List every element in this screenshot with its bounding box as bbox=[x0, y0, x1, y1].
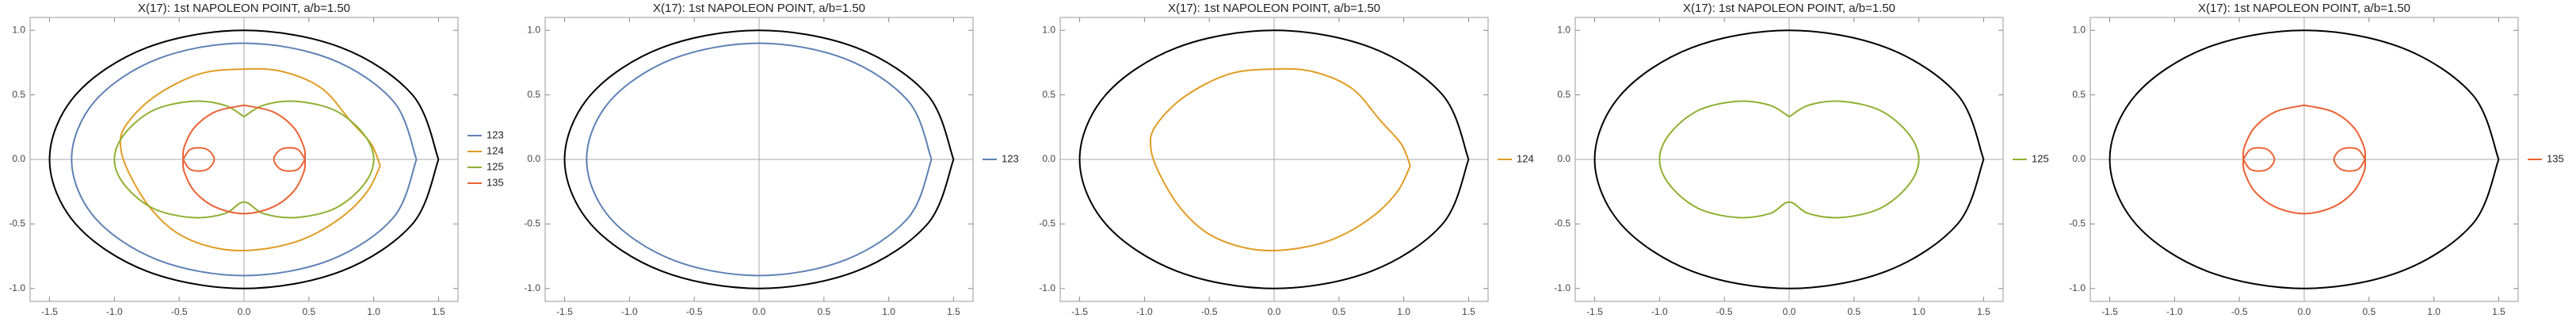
curve bbox=[1149, 67, 1411, 252]
curve bbox=[563, 29, 955, 289]
y-tick-label: 1.0 bbox=[1557, 24, 1570, 35]
legend-label: 125 bbox=[487, 160, 504, 172]
y-tick-label: 1.0 bbox=[2072, 24, 2086, 35]
x-tick-label: -1.0 bbox=[106, 306, 123, 317]
x-tick-label: 0.0 bbox=[1268, 306, 1281, 317]
x-tick-label: 1.0 bbox=[1912, 306, 1925, 317]
x-tick-label: -1.0 bbox=[621, 306, 638, 317]
chart-title: X(17): 1st NAPOLEON POINT, a/b=1.50 bbox=[1683, 2, 1895, 15]
y-tick-label: 0.0 bbox=[2072, 153, 2086, 164]
x-tick-label: 0.0 bbox=[2298, 306, 2311, 317]
y-tick-label: 0.5 bbox=[527, 89, 540, 100]
x-tick-label: 1.5 bbox=[947, 306, 960, 317]
x-tick-label: 1.0 bbox=[882, 306, 895, 317]
chart-title: X(17): 1st NAPOLEON POINT, a/b=1.50 bbox=[2198, 2, 2410, 15]
curve bbox=[71, 42, 418, 277]
curve bbox=[586, 42, 933, 277]
legend-label: 135 bbox=[487, 176, 504, 188]
y-tick-label: 0.5 bbox=[12, 89, 25, 100]
curve bbox=[2109, 29, 2500, 289]
y-tick-label: 0.5 bbox=[1042, 89, 1055, 100]
x-tick-label: 1.5 bbox=[432, 306, 445, 317]
curve bbox=[48, 29, 440, 289]
curve bbox=[119, 67, 381, 252]
y-tick-label: -1.0 bbox=[1039, 282, 1055, 293]
x-tick-label: 1.5 bbox=[1977, 306, 1990, 317]
x-tick-label: 1.0 bbox=[1397, 306, 1410, 317]
y-tick-label: -0.5 bbox=[524, 218, 540, 229]
x-tick-label: -1.5 bbox=[2101, 306, 2118, 317]
x-tick-label: 1.0 bbox=[367, 306, 380, 317]
y-tick-label: 0.0 bbox=[1557, 153, 1570, 164]
x-tick-label: 1.5 bbox=[2492, 306, 2505, 317]
x-tick-label: -0.5 bbox=[1201, 306, 1218, 317]
curve bbox=[113, 100, 375, 219]
x-tick-label: -1.5 bbox=[41, 306, 58, 317]
x-tick-label: -0.5 bbox=[686, 306, 703, 317]
x-tick-label: 1.0 bbox=[2427, 306, 2441, 317]
legend-label: 124 bbox=[1517, 152, 1534, 164]
curve bbox=[1658, 100, 1920, 219]
y-tick-label: -0.5 bbox=[9, 218, 25, 229]
y-tick-label: 0.0 bbox=[527, 153, 540, 164]
x-tick-label: 0.5 bbox=[302, 306, 315, 317]
y-tick-label: -1.0 bbox=[524, 282, 540, 293]
x-tick-label: 0.5 bbox=[817, 306, 830, 317]
x-tick-label: 0.5 bbox=[1332, 306, 1345, 317]
y-tick-label: -0.5 bbox=[1039, 218, 1055, 229]
y-tick-label: -1.0 bbox=[2069, 282, 2086, 293]
legend-label: 125 bbox=[2032, 152, 2049, 164]
legend-label: 123 bbox=[1002, 152, 1019, 164]
x-tick-label: -1.5 bbox=[1586, 306, 1603, 317]
x-tick-label: 0.0 bbox=[238, 306, 251, 317]
y-tick-label: 0.5 bbox=[1557, 89, 1570, 100]
x-tick-label: 0.5 bbox=[1847, 306, 1860, 317]
x-tick-label: -1.5 bbox=[1071, 306, 1088, 317]
x-tick-label: -0.5 bbox=[171, 306, 188, 317]
x-tick-label: -0.5 bbox=[1716, 306, 1733, 317]
y-tick-label: 0.0 bbox=[1042, 153, 1055, 164]
curve bbox=[2242, 104, 2367, 215]
y-tick-label: -1.0 bbox=[1554, 282, 1570, 293]
chart-title: X(17): 1st NAPOLEON POINT, a/b=1.50 bbox=[1168, 2, 1380, 15]
x-tick-label: -1.0 bbox=[1136, 306, 1153, 317]
x-tick-label: -0.5 bbox=[2231, 306, 2248, 317]
chart-title: X(17): 1st NAPOLEON POINT, a/b=1.50 bbox=[653, 2, 865, 15]
x-tick-label: 1.5 bbox=[1462, 306, 1475, 317]
y-tick-label: 0.0 bbox=[12, 153, 25, 164]
curve bbox=[181, 104, 307, 215]
x-tick-label: 0.0 bbox=[1783, 306, 1796, 317]
y-tick-label: -0.5 bbox=[1554, 218, 1570, 229]
legend-label: 123 bbox=[487, 128, 504, 140]
curve bbox=[1078, 29, 1470, 289]
y-tick-label: 1.0 bbox=[527, 24, 540, 35]
x-tick-label: -1.0 bbox=[1651, 306, 1668, 317]
x-tick-label: -1.0 bbox=[2166, 306, 2183, 317]
x-tick-label: 0.5 bbox=[2362, 306, 2376, 317]
x-tick-label: 0.0 bbox=[753, 306, 766, 317]
legend-label: 124 bbox=[487, 144, 504, 156]
y-tick-label: 1.0 bbox=[1042, 24, 1055, 35]
curve bbox=[1593, 29, 1985, 289]
legend-label: 135 bbox=[2547, 152, 2564, 164]
y-tick-label: 0.5 bbox=[2072, 89, 2086, 100]
y-tick-label: 1.0 bbox=[12, 24, 25, 35]
x-tick-label: -1.5 bbox=[556, 306, 573, 317]
y-tick-label: -1.0 bbox=[9, 282, 25, 293]
chart-title: X(17): 1st NAPOLEON POINT, a/b=1.50 bbox=[138, 2, 350, 15]
y-tick-label: -0.5 bbox=[2069, 218, 2086, 229]
